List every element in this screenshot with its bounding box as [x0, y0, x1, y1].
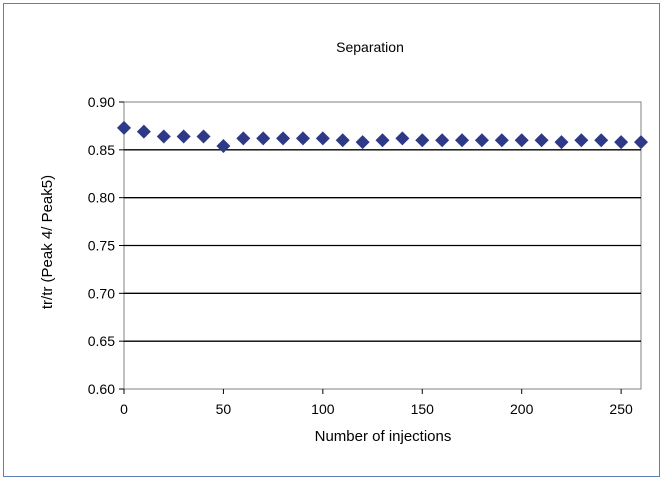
- y-tick-label: 0.80: [88, 190, 115, 206]
- data-point: [395, 131, 410, 146]
- y-axis-ticks: 0.60 0.65 0.70 0.75 0.80 0.85 0.90: [88, 94, 124, 397]
- x-tick-label: 150: [411, 401, 435, 417]
- data-point: [594, 133, 609, 148]
- x-tick-label: 250: [609, 401, 633, 417]
- x-axis-title: Number of injections: [315, 428, 452, 445]
- y-axis-title: tr/tr (Peak 4/ Peak5): [39, 175, 56, 309]
- data-point: [176, 129, 191, 144]
- data-point: [355, 135, 370, 150]
- data-point: [156, 129, 171, 144]
- data-point: [614, 135, 629, 150]
- chart-svg: Separation 0.600.650.700.750.800.850.90 …: [39, 39, 648, 445]
- data-point: [295, 131, 310, 146]
- y-tick-label: 0.65: [88, 333, 115, 349]
- x-tick-label: 200: [510, 401, 534, 417]
- y-tick-label: 0.85: [88, 142, 115, 158]
- data-point: [554, 135, 569, 150]
- data-point: [574, 133, 589, 148]
- chart-frame: Separation 0.60 0.65 0.70 0.75 0.80 0.85 0.90 …: [3, 3, 660, 477]
- data-point: [435, 133, 450, 148]
- gridlines: [124, 149, 641, 342]
- data-point: [236, 131, 251, 146]
- x-tick-label: 0: [120, 401, 128, 417]
- data-point: [276, 131, 291, 146]
- data-point: [494, 133, 509, 148]
- y-tick-label: 0.60: [88, 381, 115, 397]
- data-point: [256, 131, 271, 146]
- x-tick-label: 100: [311, 401, 335, 417]
- data-point: [534, 133, 549, 148]
- data-point: [634, 135, 648, 150]
- data-point: [117, 120, 131, 135]
- data-point: [315, 131, 330, 146]
- chart-title: Separation: [336, 39, 404, 55]
- y-tick-label: 0.90: [88, 94, 115, 110]
- data-point: [514, 133, 529, 148]
- data-point: [455, 133, 470, 148]
- x-axis-ticks: 0 50 100 150 200 250: [120, 389, 633, 417]
- data-point: [375, 133, 390, 148]
- x-tick-label: 50: [216, 401, 232, 417]
- data-point: [474, 133, 489, 148]
- y-tick-label: 0.70: [88, 285, 115, 301]
- data-point: [415, 133, 430, 148]
- data-point: [196, 129, 211, 144]
- y-tick-label: 0.75: [88, 238, 115, 254]
- data-point: [216, 139, 231, 154]
- data-point: [335, 133, 350, 148]
